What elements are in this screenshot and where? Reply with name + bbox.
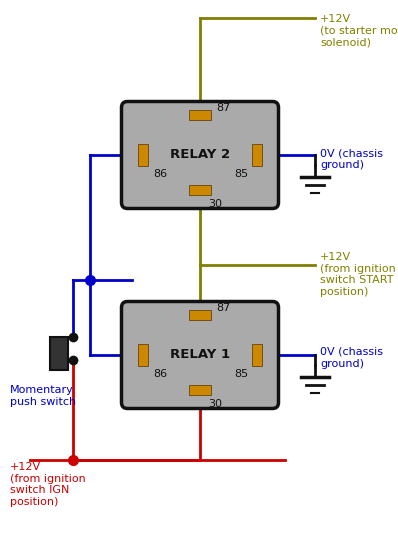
Bar	[189, 185, 211, 195]
Text: RELAY 2: RELAY 2	[170, 148, 230, 162]
Bar	[50, 337, 68, 370]
Text: +12V
(from ignition
switch IGN
position): +12V (from ignition switch IGN position)	[10, 462, 86, 507]
Bar	[189, 110, 211, 120]
FancyBboxPatch shape	[121, 102, 279, 208]
Bar	[252, 144, 262, 166]
Bar	[138, 344, 148, 366]
FancyBboxPatch shape	[121, 301, 279, 408]
Text: +12V
(to starter motor
solenoid): +12V (to starter motor solenoid)	[320, 14, 398, 47]
Text: 85: 85	[234, 169, 248, 179]
Text: 85: 85	[234, 369, 248, 379]
Text: 30: 30	[208, 399, 222, 409]
Text: 87: 87	[216, 303, 230, 313]
Text: Momentary
push switch: Momentary push switch	[10, 385, 76, 407]
Bar	[138, 144, 148, 166]
Bar	[189, 385, 211, 395]
Text: 0V (chassis
ground): 0V (chassis ground)	[320, 148, 383, 169]
Bar	[252, 344, 262, 366]
Text: +12V
(from ignition
switch START
position): +12V (from ignition switch START positio…	[320, 252, 396, 297]
Text: 0V (chassis
ground): 0V (chassis ground)	[320, 347, 383, 368]
Text: 86: 86	[153, 169, 167, 179]
Text: 86: 86	[153, 369, 167, 379]
Text: 87: 87	[216, 103, 230, 113]
Text: 30: 30	[208, 199, 222, 209]
Bar	[189, 310, 211, 320]
Text: RELAY 1: RELAY 1	[170, 348, 230, 361]
